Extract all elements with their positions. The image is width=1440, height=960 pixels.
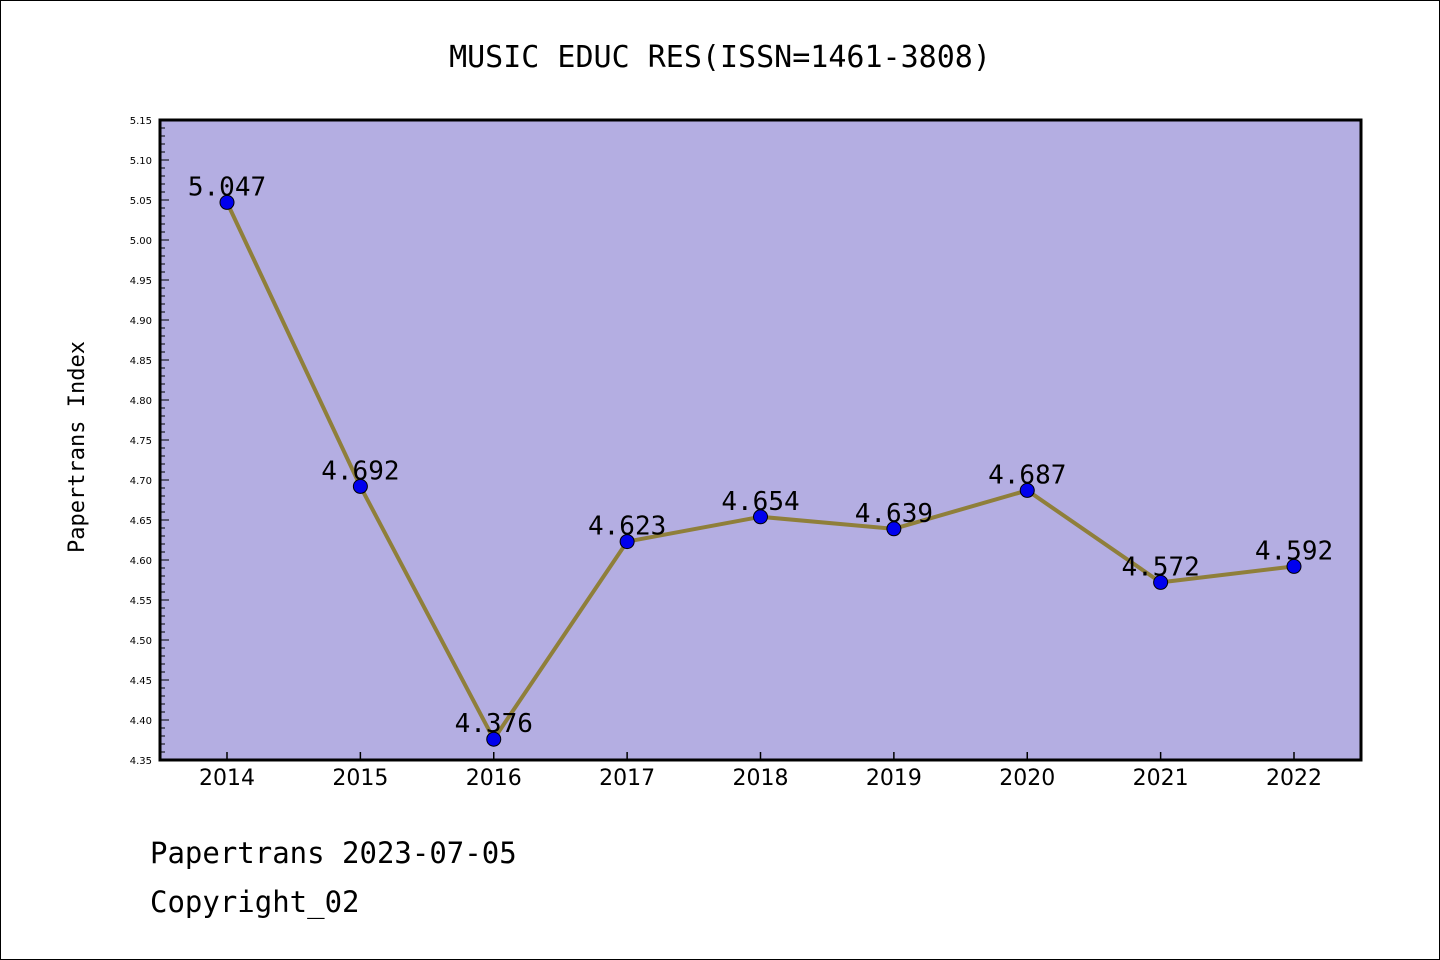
- y-tick-label: 4.65: [130, 516, 152, 527]
- y-tick-label: 4.90: [130, 316, 152, 327]
- data-label: 4.592: [1255, 536, 1333, 566]
- y-tick-label: 4.35: [130, 756, 152, 767]
- y-tick-label: 4.50: [130, 636, 152, 647]
- x-tick-label: 2015: [332, 766, 388, 791]
- y-tick-label: 5.05: [130, 196, 152, 207]
- data-point: [1153, 574, 1169, 590]
- x-tick-label: 2016: [466, 766, 522, 791]
- y-tick-label: 4.85: [130, 356, 152, 367]
- footer-date-line: Papertrans 2023-07-05: [150, 836, 517, 870]
- data-point: [1019, 482, 1035, 498]
- data-point: [619, 534, 635, 550]
- data-label: 4.692: [321, 456, 399, 486]
- data-point: [886, 521, 902, 537]
- y-tick-label: 4.95: [130, 276, 152, 287]
- data-point: [486, 731, 502, 747]
- data-label: 4.572: [1121, 552, 1199, 582]
- y-tick-label: 4.40: [130, 716, 152, 727]
- y-tick-label: 5.10: [130, 156, 152, 167]
- x-tick-label: 2017: [599, 766, 655, 791]
- y-tick-label: 4.70: [130, 476, 152, 487]
- y-tick-label: 4.75: [130, 436, 152, 447]
- data-points: [219, 194, 1302, 747]
- x-tick-label: 2014: [199, 766, 255, 791]
- footer-copyright: Copyright_02: [150, 885, 360, 919]
- data-label: 4.639: [855, 499, 933, 529]
- y-tick-label: 4.55: [130, 596, 152, 607]
- plot-border: [158, 118, 1363, 762]
- data-label: 4.687: [988, 460, 1066, 490]
- data-labels: 5.047 4.692 4.376 4.623 4.654 4.639 4.687 4.572…: [188, 172, 1333, 739]
- data-point: [753, 509, 768, 525]
- y-tick-label: 4.60: [130, 556, 152, 567]
- data-label: 4.654: [721, 487, 799, 517]
- data-label: 5.047: [188, 172, 266, 202]
- y-tick-label: 4.80: [130, 396, 152, 407]
- y-tick-label: 5.00: [130, 236, 152, 247]
- x-tick-label: 2019: [866, 766, 922, 791]
- y-tick-label: 4.45: [130, 676, 152, 687]
- data-label: 4.376: [455, 709, 533, 739]
- chart-title: MUSIC EDUC RES(ISSN=1461-3808): [449, 40, 991, 75]
- y-axis-ticks: 4.35 4.40 4.45 4.50 4.55 4.60 4.65 4.70 4.75 4.80…: [130, 116, 169, 767]
- data-point: [1286, 558, 1302, 574]
- plot-area: [160, 120, 1361, 760]
- y-axis-title: Papertrans Index: [65, 341, 90, 553]
- x-tick-label: 2021: [1133, 766, 1189, 791]
- data-point: [219, 194, 235, 210]
- x-tick-label: 2020: [999, 766, 1055, 791]
- y-tick-label: 5.15: [130, 116, 152, 127]
- data-label: 4.623: [588, 512, 666, 542]
- x-tick-label: 2018: [733, 766, 789, 791]
- data-point: [352, 478, 368, 494]
- x-tick-label: 2022: [1266, 766, 1322, 791]
